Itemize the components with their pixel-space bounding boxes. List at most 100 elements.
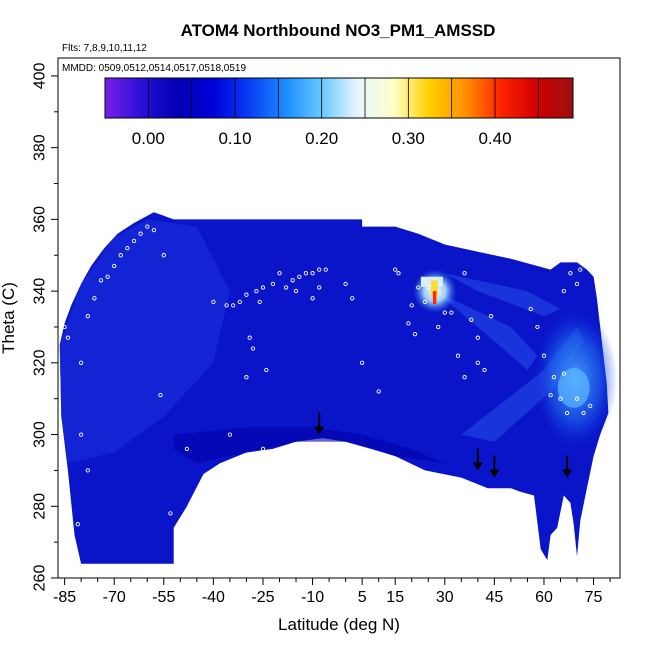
arrow-head: [562, 469, 573, 478]
x-tick-label: 30: [436, 589, 454, 606]
sample-point: [247, 335, 252, 340]
sample-point: [350, 296, 355, 301]
sample-point: [541, 353, 547, 358]
sample-point: [455, 353, 461, 358]
sample-point: [462, 375, 467, 380]
sample-point: [244, 375, 249, 380]
sample-point: [409, 303, 414, 308]
colorbar-tick-label: 0.20: [305, 129, 338, 148]
plot-frame: [57, 57, 621, 579]
sample-point: [151, 227, 157, 233]
arrows: [314, 412, 573, 478]
colorbar-tick-label: 0.00: [132, 129, 165, 148]
sample-point: [254, 288, 259, 294]
sample-point: [323, 267, 328, 272]
sample-point: [317, 285, 322, 290]
sample-point: [581, 260, 586, 265]
sample-point: [564, 410, 570, 416]
sample-point: [310, 271, 315, 276]
sample-point: [65, 335, 71, 340]
x-tick-label: 45: [485, 589, 503, 606]
sample-point: [561, 288, 566, 294]
sample-point: [138, 231, 143, 236]
x-axis: -85 -70 -55 -40 -25 -10 5 15 30 45 60 75: [53, 578, 611, 606]
y-tick-label: 260: [32, 565, 49, 592]
chart-title: ATOM4 Northbound NO3_PM1_AMSSD: [181, 21, 496, 40]
sample-point: [310, 296, 315, 301]
sample-point: [161, 253, 166, 258]
colorbar-labels: 0.00 0.10 0.20 0.30 0.40: [132, 129, 512, 148]
sample-point: [62, 324, 67, 330]
y-tick-label: 320: [32, 349, 49, 376]
sample-point: [303, 271, 309, 276]
field-plume-core: [557, 367, 590, 408]
flights-note: Flts: 7,8,9,10,11,12: [62, 43, 147, 54]
sample-point: [488, 314, 494, 319]
field-layer: [59, 212, 618, 564]
sample-point: [158, 392, 163, 398]
y-tick-label: 360: [32, 206, 49, 233]
sample-point: [588, 249, 593, 254]
sample-point: [92, 296, 97, 301]
sample-point: [85, 314, 90, 319]
sample-point: [112, 263, 117, 269]
sample-point: [290, 278, 295, 283]
sample-point: [277, 271, 282, 276]
x-tick-label: -40: [202, 589, 225, 606]
sample-point: [449, 310, 454, 315]
sample-point: [574, 396, 580, 401]
x-tick-label: -85: [53, 589, 76, 606]
sample-point: [105, 274, 110, 279]
sample-point: [72, 547, 77, 552]
sample-point: [475, 360, 480, 365]
x-tick-label: -25: [251, 589, 274, 606]
field-hotspot-red: [432, 291, 437, 305]
sample-point: [224, 303, 229, 308]
sample-point: [393, 267, 398, 272]
y-axis: 260 280 300 320 340 360 380 400: [32, 62, 58, 592]
field-dark-band: [173, 427, 445, 464]
sample-point: [359, 360, 365, 365]
y-axis-title: Theta (C): [0, 282, 18, 354]
colorbar-tick-label: 0.10: [218, 129, 251, 148]
field-hotspot-yellow: [430, 280, 438, 297]
sample-point: [528, 306, 533, 312]
sample-point: [78, 360, 84, 365]
sample-point: [85, 468, 90, 473]
sample-point: [260, 285, 266, 290]
x-tick-label: -70: [103, 589, 126, 606]
colorbar-border: [104, 77, 574, 119]
sample-point: [118, 253, 123, 258]
sample-point: [125, 245, 130, 251]
sample-point: [211, 299, 216, 305]
sample-point: [581, 410, 586, 416]
x-tick-label: -55: [152, 589, 175, 606]
sample-point: [297, 274, 302, 279]
sample-point: [250, 346, 256, 351]
sample-point: [131, 238, 137, 244]
colorbar-fill: [105, 78, 573, 118]
sample-point: [416, 285, 421, 290]
sample-point: [270, 281, 276, 287]
sample-point: [412, 331, 418, 337]
x-tick-label: 5: [358, 589, 367, 606]
x-tick-label: 75: [585, 589, 603, 606]
sample-point: [548, 392, 553, 398]
sample-point: [396, 271, 401, 276]
sample-point: [231, 303, 236, 308]
x-tick-label: -10: [301, 589, 324, 606]
sample-point: [535, 324, 540, 330]
sample-point: [406, 321, 411, 326]
sample-point: [260, 446, 266, 452]
dates-note: MMDD: 0509,0512,0514,0517,0518,0519: [62, 63, 246, 74]
sample-point: [244, 292, 249, 297]
sample-point: [588, 403, 593, 409]
field-streak: [434, 291, 538, 370]
y-tick-label: 380: [32, 134, 49, 161]
sample-point: [584, 253, 590, 258]
sample-point: [551, 375, 557, 380]
y-tick-label: 300: [32, 421, 49, 448]
sample-point: [75, 522, 80, 527]
colorbar-tick-label: 0.40: [478, 129, 511, 148]
